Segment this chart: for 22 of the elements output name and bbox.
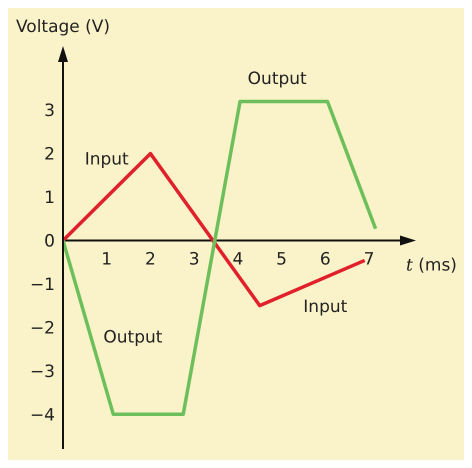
x-tick-label: 4 xyxy=(232,249,244,270)
x-tick-label: 2 xyxy=(145,249,156,270)
x-axis-title: t (ms) xyxy=(406,255,457,276)
y-tick-label: −2 xyxy=(30,318,55,338)
x-tick-label: 6 xyxy=(320,249,331,270)
y-tick-label: −3 xyxy=(30,362,55,382)
y-tick-label: 1 xyxy=(44,188,55,208)
x-tick-label: 3 xyxy=(188,249,200,270)
x-tick-label: 5 xyxy=(276,249,288,270)
series-label: Output xyxy=(103,328,163,348)
x-tick-label: 1 xyxy=(101,249,112,270)
y-tick-label: 2 xyxy=(44,144,55,165)
y-tick-label: 0 xyxy=(44,232,55,252)
y-axis-title: Voltage (V) xyxy=(16,17,110,37)
line-series xyxy=(63,100,378,416)
series-label: Input xyxy=(84,149,130,170)
y-tick-label: −1 xyxy=(30,274,55,295)
text: Output xyxy=(248,69,307,90)
y-tick-label: 3 xyxy=(44,101,55,122)
y-tick-label: −4 xyxy=(30,405,55,426)
x-tick-label: 7 xyxy=(364,249,374,270)
text: Input xyxy=(303,297,348,318)
